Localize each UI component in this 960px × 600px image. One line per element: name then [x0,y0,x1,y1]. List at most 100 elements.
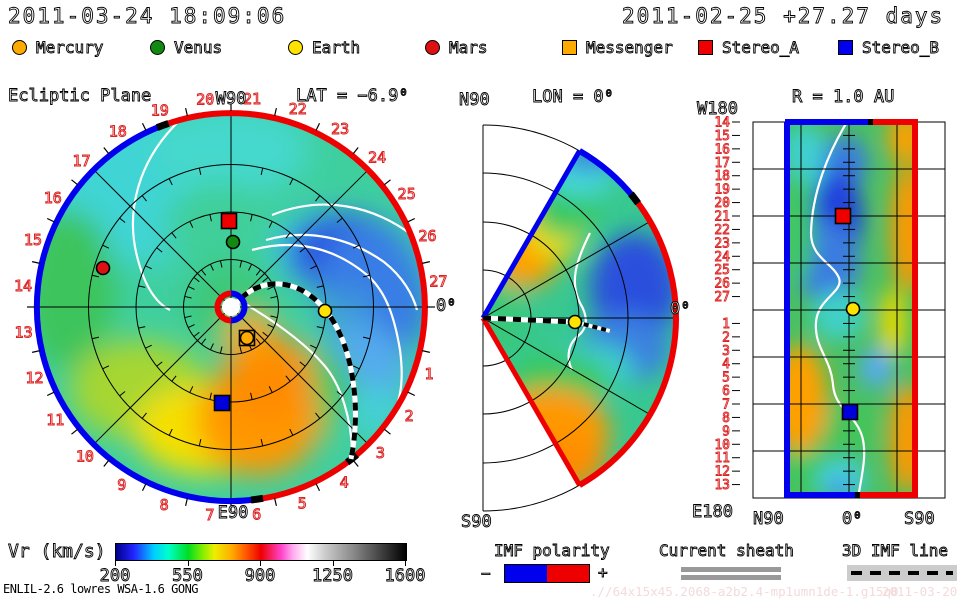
colorbar-tick-label: 1250 [312,566,354,587]
radial-map-panel: 1415161718192021222324252627123456789101… [714,115,946,499]
au-circle-tick [299,361,306,367]
imf-plus-label: + [598,563,609,583]
au-circle-tick [102,244,110,249]
current-sheath-bar [681,575,781,580]
date-tick [315,483,321,492]
au-circle-tick [352,244,360,249]
au-circle-tick [168,428,173,436]
au-circle-tick [91,336,100,340]
sun-marker [214,290,248,324]
date-label: 12 [714,465,730,480]
legend-item-venus: Venus [150,38,223,57]
date-label: 19 [151,102,169,120]
date-tick [71,428,79,435]
au-circle-tick [289,178,294,186]
au-circle-tick [141,195,147,202]
ecliptic-zero-label: 0⁰ [436,296,457,317]
date-label: 4 [722,357,730,372]
venus-marker [225,234,241,250]
current-datetime: 2011-03-24 18:09:06 [8,4,287,29]
date-label: 18 [109,122,127,140]
au-circle-tick [250,214,253,222]
radial-current-sheet-contour [809,122,866,498]
earth-marker [845,301,861,317]
au-circle-tick [187,324,195,329]
meridional-n90-label: N90 [459,90,491,111]
date-label: 21 [243,90,261,108]
date-label: 18 [714,169,730,184]
date-label: 20 [714,196,730,211]
au-circle-tick [209,263,214,271]
venus-icon [150,40,165,55]
ecliptic-object-markers [95,212,333,412]
au-circle-tick [189,221,194,228]
radial-imf-polarity-rim [784,119,918,498]
ecliptic-w90-label: W90 [215,89,247,110]
date-tick [274,107,277,117]
date-label: 5 [298,494,307,512]
meridional-object-markers [567,314,583,330]
colorbar-tick-label: 1600 [384,566,426,587]
date-label: 22 [289,100,307,118]
au-circle-tick [362,336,371,340]
date-label: 11 [46,411,64,429]
date-label: 27 [714,290,730,305]
date-label: 4 [340,474,349,492]
date-label: 13 [714,478,730,493]
colorbar-tick [260,560,261,566]
run-date: 2011-03-20 [882,584,958,599]
date-label: 25 [398,185,416,203]
date-tick [274,497,277,507]
date-label: 2 [405,407,414,425]
au-circle-tick [209,343,214,351]
radial-object-markers [834,207,861,421]
ecliptic-current-sheet-contours [131,122,425,451]
date-label: 8 [160,496,169,514]
au-circle-tick [299,247,306,253]
au-circle-tick [119,391,126,397]
radial-w180-label: W180 [697,99,739,120]
colorbar-tick [187,560,189,566]
mars-marker [95,260,111,276]
au-circle-tick [255,338,262,345]
date-label: 26 [418,227,436,245]
au-circle-tick [248,263,253,271]
ecliptic-e90-label: E90 [217,503,249,524]
au-circle-tick [200,338,207,345]
ecliptic-title: Ecliptic Plane [8,86,152,107]
date-label: 17 [73,152,91,170]
au-circle-tick [200,269,207,276]
au-circle-tick [285,232,291,239]
radial-date-labels: 1415161718192021222324252627123456789101… [714,115,740,494]
imf-positive-swatch [547,565,589,582]
date-label: 24 [714,250,730,265]
colorbar-tick-label: 550 [172,566,204,587]
date-label: 23 [714,236,730,251]
date-tick [103,147,110,155]
date-label: 14 [714,116,730,131]
date-label: 12 [25,369,43,387]
radial-e180-label: E180 [692,502,734,523]
date-tick [421,350,431,353]
meridional-3d-imf-line [482,315,611,333]
au-circle-tick [285,375,291,382]
date-label: 1 [425,365,434,383]
date-tick [141,122,147,131]
date-label: 15 [24,231,42,249]
mercury-icon [12,40,27,55]
ecliptic-date-ticks [27,103,435,511]
colorbar-tick [115,560,116,566]
date-tick [352,459,359,467]
date-tick [141,483,147,492]
radial-s90-label: S90 [904,509,936,530]
date-tick [46,217,55,223]
date-tick [407,217,416,223]
date-label: 10 [714,438,730,453]
date-label: 5 [722,371,730,386]
au-circle-tick [102,365,110,370]
au-circle-tick [119,217,126,223]
run-offset-datetime: 2011-02-25 +27.27 days [622,4,945,29]
radial-title: R = 1.0 AU [792,87,895,108]
au-circle-tick [145,344,152,349]
